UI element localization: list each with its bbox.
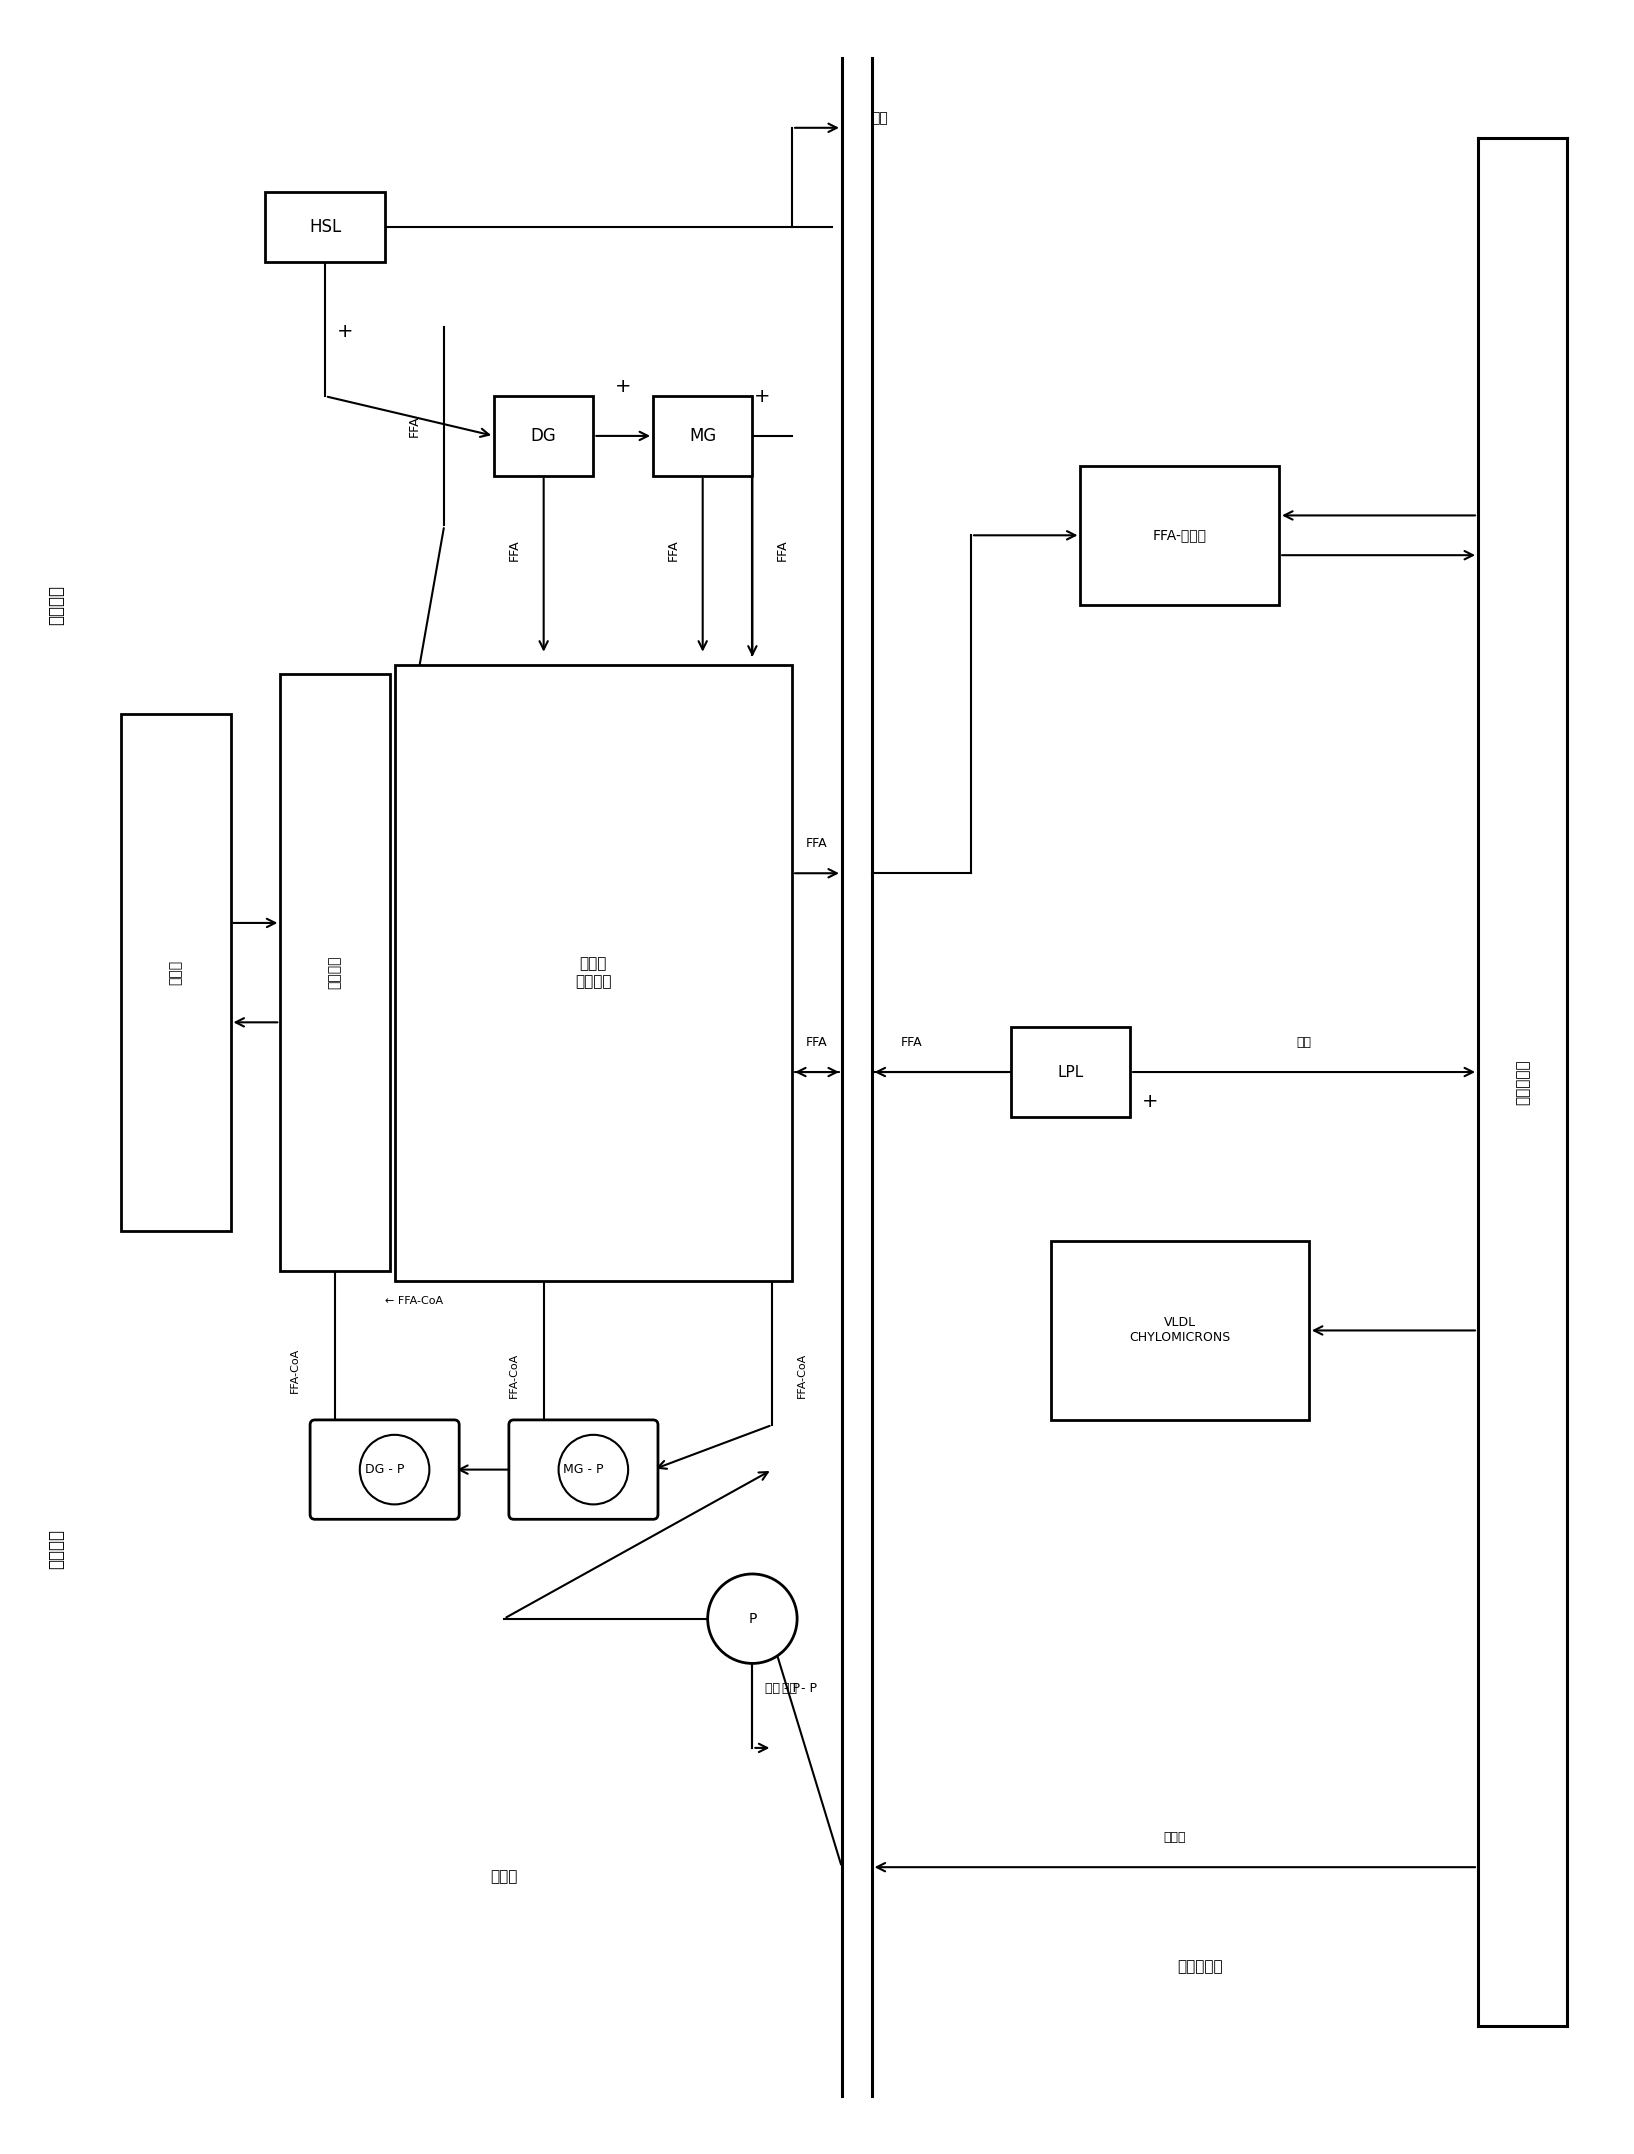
Text: FFA: FFA: [776, 538, 789, 560]
Text: VLDL
CHYLOMICRONS: VLDL CHYLOMICRONS: [1129, 1316, 1230, 1344]
Bar: [265, 192, 384, 263]
Bar: [493, 396, 593, 476]
Text: 甘油 - P: 甘油 - P: [783, 1682, 817, 1695]
Text: MG - P: MG - P: [564, 1463, 603, 1475]
Text: +: +: [753, 388, 771, 405]
Bar: [1051, 1241, 1309, 1419]
Text: 物质循环池: 物质循环池: [1515, 1060, 1529, 1105]
Text: 甘油: 甘油: [1296, 1036, 1312, 1049]
Text: FFA: FFA: [900, 1036, 922, 1049]
Text: 总游离
脂肪酸池: 总游离 脂肪酸池: [575, 956, 611, 989]
Circle shape: [708, 1575, 797, 1663]
Text: LPL: LPL: [1057, 1064, 1083, 1079]
Bar: [1080, 465, 1279, 605]
Text: 大脂滴: 大脂滴: [168, 961, 183, 984]
Text: +: +: [337, 323, 353, 340]
Circle shape: [359, 1435, 430, 1503]
Text: 甘油 - P: 甘油 - P: [765, 1682, 799, 1695]
Circle shape: [559, 1435, 627, 1503]
Text: FFA: FFA: [408, 416, 422, 437]
Bar: [121, 715, 230, 1232]
Text: FFA-CoA: FFA-CoA: [508, 1353, 520, 1398]
Text: FFA: FFA: [806, 838, 828, 851]
Text: DG - P: DG - P: [364, 1463, 404, 1475]
Text: 甘油三酯: 甘油三酯: [328, 956, 342, 989]
Text: FFA-白蛋白: FFA-白蛋白: [1152, 528, 1208, 543]
Text: 脂肪分解: 脂肪分解: [47, 586, 65, 625]
Text: FFA: FFA: [507, 538, 520, 560]
Text: 脂细胞: 脂细胞: [490, 1870, 518, 1885]
Text: 细胞外空间: 细胞外空间: [1176, 1960, 1222, 1973]
Text: FFA-CoA: FFA-CoA: [291, 1348, 301, 1394]
Text: 葡萄糖: 葡萄糖: [1163, 1831, 1186, 1844]
Text: P: P: [748, 1611, 757, 1626]
Text: HSL: HSL: [309, 218, 342, 237]
Bar: [654, 396, 752, 476]
Text: FFA: FFA: [806, 1036, 828, 1049]
Text: DG: DG: [531, 426, 557, 446]
Bar: [1011, 1027, 1131, 1116]
Text: FFA-CoA: FFA-CoA: [797, 1353, 807, 1398]
FancyBboxPatch shape: [310, 1419, 459, 1519]
Text: +: +: [1142, 1092, 1159, 1111]
Text: ← FFA-CoA: ← FFA-CoA: [384, 1297, 443, 1305]
Bar: [394, 666, 792, 1282]
FancyBboxPatch shape: [508, 1419, 659, 1519]
Text: FFA: FFA: [667, 538, 680, 560]
Text: 甘油: 甘油: [871, 110, 889, 125]
Text: +: +: [614, 377, 631, 396]
Bar: [281, 674, 389, 1271]
Text: 脂肪生成: 脂肪生成: [47, 1529, 65, 1568]
Text: MG: MG: [690, 426, 716, 446]
